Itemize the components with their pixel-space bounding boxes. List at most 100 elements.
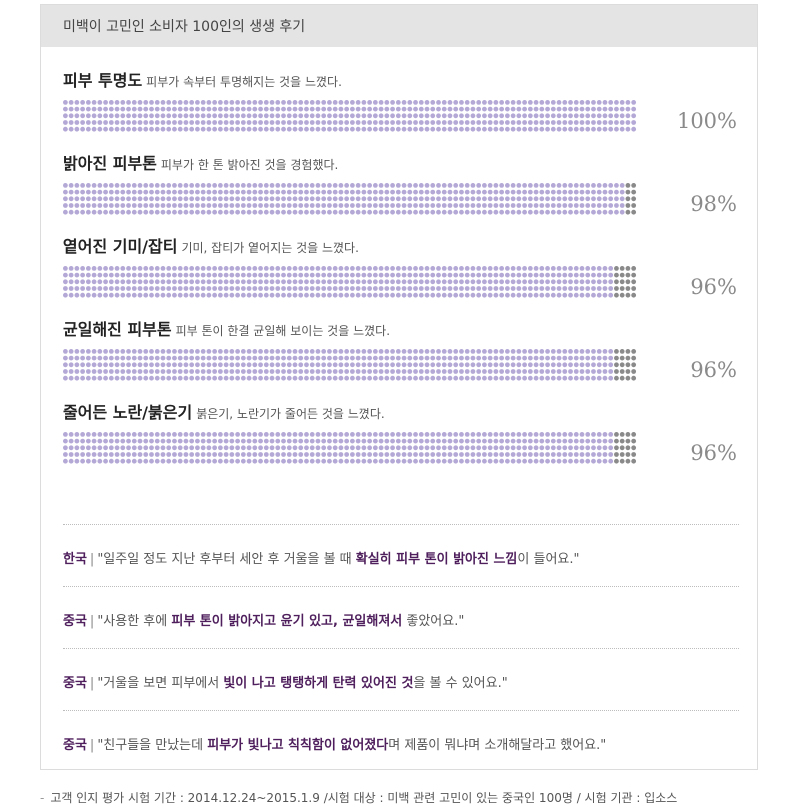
dot-filled <box>510 445 516 451</box>
dot-filled <box>596 432 602 437</box>
dot-filled <box>367 362 373 368</box>
dot-filled <box>614 106 619 112</box>
dot-filled <box>223 183 229 188</box>
dot-filled <box>596 209 602 215</box>
dot-filled <box>596 113 602 119</box>
dot-filled <box>596 266 602 271</box>
dot-filled <box>413 452 418 457</box>
dot-filled <box>350 183 355 188</box>
dot-filled <box>292 362 298 368</box>
dot-filled <box>229 369 235 374</box>
dot-filled <box>91 266 97 271</box>
dot-filled <box>533 266 539 271</box>
dot-filled <box>550 458 556 464</box>
dot-filled <box>321 369 327 374</box>
dot-filled <box>533 196 539 202</box>
review-country: 중국 <box>63 614 87 629</box>
dot-filled <box>172 458 177 464</box>
dot-filled <box>80 279 86 285</box>
dot-filled <box>327 203 332 208</box>
dot-filled <box>596 279 602 285</box>
dot-filled <box>269 286 275 291</box>
dot-filled <box>246 106 252 112</box>
dot-filled <box>573 369 579 374</box>
dot-filled <box>327 458 332 464</box>
dot-filled <box>533 445 539 451</box>
dot-filled <box>269 369 275 374</box>
dot-filled <box>195 375 200 381</box>
dot-empty <box>619 349 625 354</box>
dot-filled <box>246 286 252 291</box>
dot-filled <box>63 120 68 125</box>
dot-filled <box>344 438 350 444</box>
dot-filled <box>361 189 367 195</box>
dot-filled <box>298 349 304 354</box>
dot-filled <box>240 113 246 119</box>
dot-filled <box>625 126 631 132</box>
dot-filled <box>246 183 252 188</box>
dot-filled <box>390 369 395 374</box>
dot-filled <box>327 100 332 105</box>
dot-filled <box>332 445 338 451</box>
dot-filled <box>355 362 361 368</box>
dot-filled <box>172 120 177 125</box>
dot-filled <box>591 458 596 464</box>
dot-filled <box>470 100 476 105</box>
dot-filled <box>217 196 223 202</box>
dot-filled <box>85 375 91 381</box>
dot-filled <box>372 375 378 381</box>
dot-filled <box>120 279 126 285</box>
dot-filled <box>281 369 286 374</box>
dot-filled <box>240 445 246 451</box>
percent-label: 98% <box>690 192 737 216</box>
dot-filled <box>327 266 332 271</box>
dot-filled <box>350 349 355 354</box>
dot-filled <box>539 349 545 354</box>
dot-filled <box>229 286 235 291</box>
dot-filled <box>258 106 263 112</box>
dot-filled <box>177 349 183 354</box>
dot-filled <box>430 286 436 291</box>
dot-filled <box>120 369 126 374</box>
dot-filled <box>447 189 453 195</box>
dot-filled <box>143 126 149 132</box>
dot-filled <box>608 458 614 464</box>
dot-filled <box>229 126 235 132</box>
dot-empty <box>619 375 625 381</box>
dot-filled <box>459 203 464 208</box>
dot-filled <box>177 183 183 188</box>
dot-filled <box>487 113 493 119</box>
dot-filled <box>269 113 275 119</box>
dot-filled <box>413 438 418 444</box>
dot-filled <box>74 286 80 291</box>
dot-filled <box>579 272 585 278</box>
dot-filled <box>114 458 120 464</box>
dot-filled <box>160 126 166 132</box>
dot-filled <box>608 292 614 298</box>
dot-filled <box>527 189 533 195</box>
dot-filled <box>275 120 281 125</box>
dot-filled <box>482 266 487 271</box>
dot-filled <box>453 279 459 285</box>
dot-filled <box>487 286 493 291</box>
dot-filled <box>240 203 246 208</box>
dot-empty <box>631 279 637 285</box>
metric-description: 붉은기, 노란기가 줄어든 것을 느꼈다. <box>196 407 385 421</box>
dot-filled <box>177 113 183 119</box>
dot-filled <box>338 272 344 278</box>
dot-filled <box>470 375 476 381</box>
dot-filled <box>269 196 275 202</box>
dot-filled <box>315 438 321 444</box>
dot-filled <box>522 196 527 202</box>
dot-filled <box>395 113 401 119</box>
dot-filled <box>470 272 476 278</box>
dot-filled <box>143 209 149 215</box>
dot-filled <box>263 100 269 105</box>
dot-filled <box>539 126 545 132</box>
dot-filled <box>418 362 424 368</box>
dot-filled <box>332 432 338 437</box>
dot-filled <box>596 126 602 132</box>
dot-filled <box>258 458 263 464</box>
dot-filled <box>321 183 327 188</box>
dot-filled <box>424 183 430 188</box>
